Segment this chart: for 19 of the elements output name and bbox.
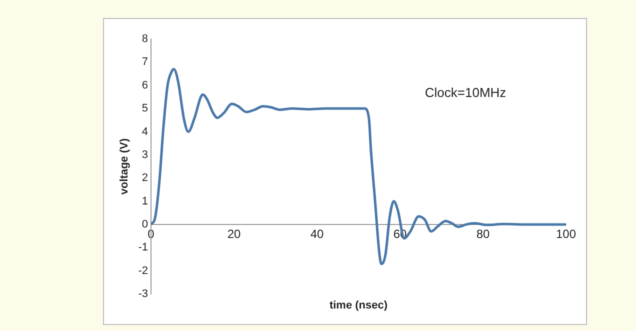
y-tick-label: 3 xyxy=(142,148,148,161)
y-axis-title: voltage (V) xyxy=(118,138,131,195)
y-tick-label: -1 xyxy=(138,242,148,254)
y-tick-label: 6 xyxy=(142,79,148,92)
x-tick-label: 20 xyxy=(227,226,241,241)
x-tick-label: 40 xyxy=(310,226,324,241)
y-tick-label: 8 xyxy=(142,33,148,46)
y-tick-label: -3 xyxy=(138,288,148,300)
y-tick-label: 2 xyxy=(142,172,148,184)
x-tick-label: 80 xyxy=(476,226,490,241)
x-axis-title: time (nsec) xyxy=(329,300,388,312)
y-tick-label: -2 xyxy=(138,264,148,277)
annotation: Clock=10MHz xyxy=(424,85,506,100)
y-tick-label: 5 xyxy=(142,102,148,115)
y-tick-label: 1 xyxy=(142,195,148,208)
x-tick-label: 100 xyxy=(556,226,576,241)
y-tick-label: 0 xyxy=(142,218,148,230)
y-tick-label: 7 xyxy=(142,56,148,68)
y-tick-label: 4 xyxy=(142,126,148,138)
